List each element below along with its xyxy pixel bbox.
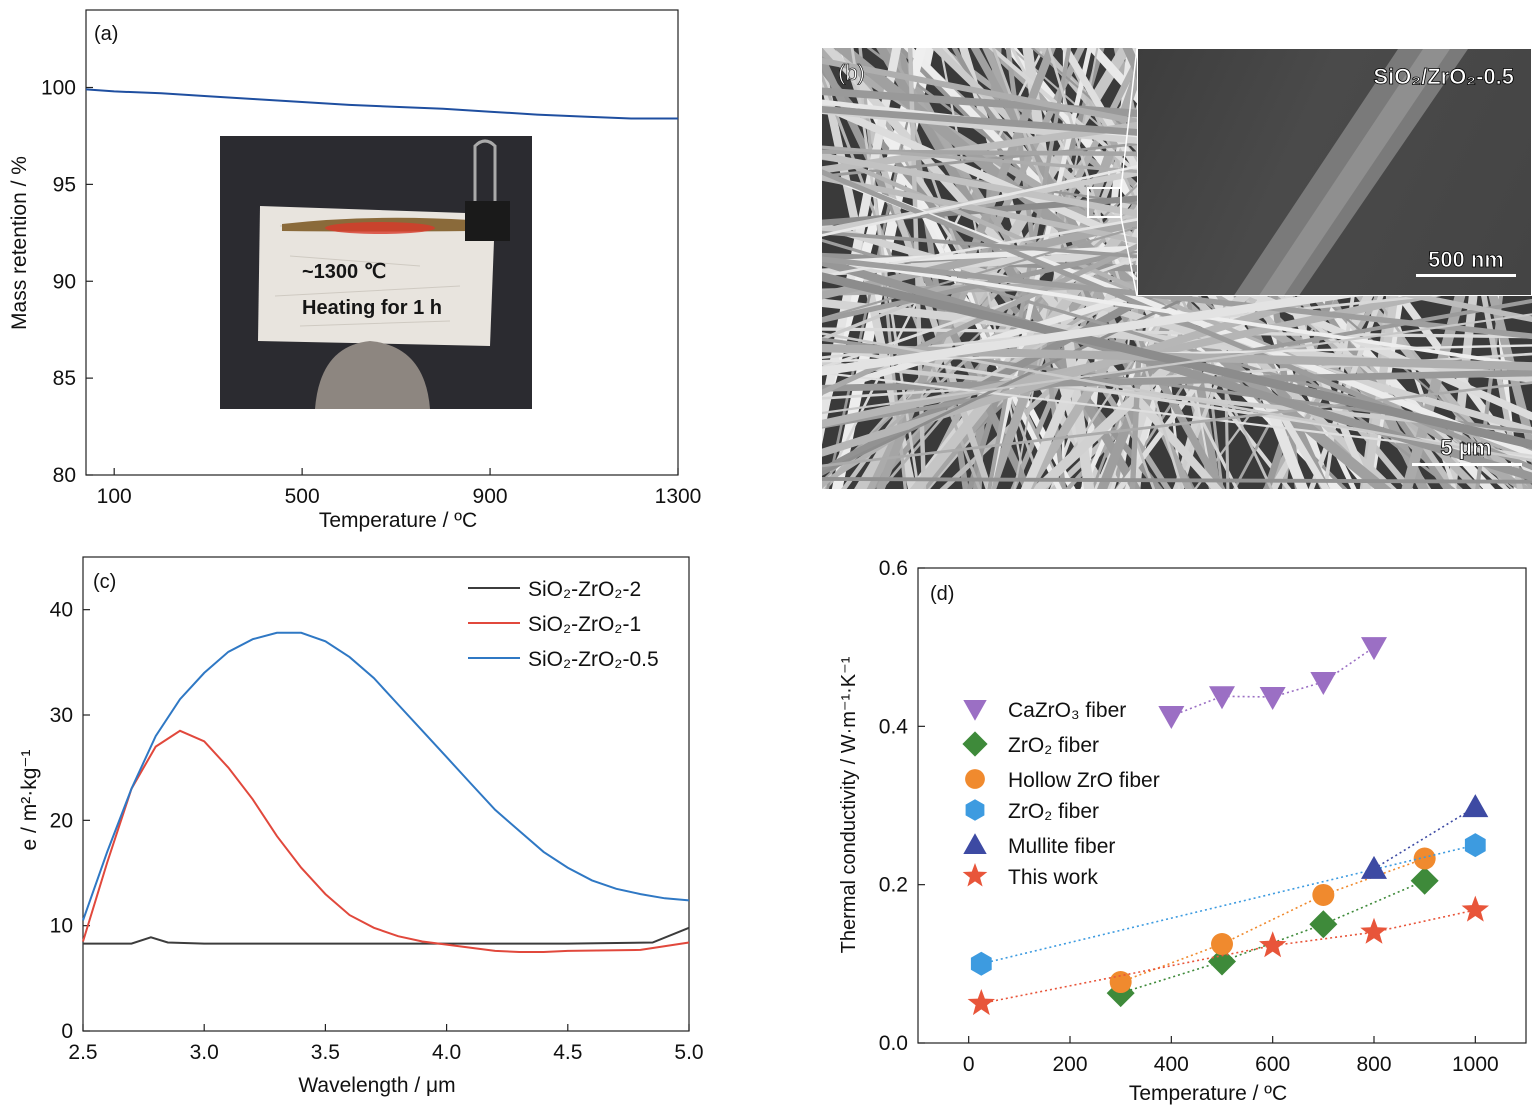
x-tick-label: 1300 <box>655 485 702 508</box>
inset-fiber <box>1234 49 1468 295</box>
heating-photo: ~1300 ℃ Heating for 1 h <box>220 136 532 409</box>
legend-label: This work <box>1008 866 1098 889</box>
conductivity-trend-line <box>1120 879 1426 994</box>
panel-c-ylabel: e / m²·kg⁻¹ <box>18 750 41 851</box>
emissivity-series-line <box>83 926 690 945</box>
panel-d-label: (d) <box>930 583 954 605</box>
data-point <box>1310 672 1337 695</box>
x-tick-label: 100 <box>97 485 132 508</box>
legend-marker <box>965 769 985 789</box>
x-tick-label: 2.5 <box>68 1041 97 1064</box>
legend-label: ZrO₂ fiber <box>1008 734 1099 757</box>
y-tick-label: 85 <box>53 367 76 390</box>
x-tick-label: 600 <box>1255 1053 1290 1076</box>
data-point <box>1259 687 1286 711</box>
legend-label: SiO₂-ZrO₂-0.5 <box>528 648 659 671</box>
x-tick-label: 400 <box>1154 1053 1189 1076</box>
data-point <box>1259 931 1287 958</box>
y-tick-label: 0.6 <box>879 557 908 580</box>
x-tick-label: 800 <box>1356 1053 1391 1076</box>
y-tick-label: 0 <box>61 1020 73 1043</box>
y-tick-label: 80 <box>53 464 76 487</box>
data-point <box>1211 933 1233 956</box>
x-tick-label: 3.5 <box>311 1041 340 1064</box>
data-point <box>1464 833 1486 858</box>
y-tick-label: 0.2 <box>879 874 908 897</box>
conductivity-trend-line <box>981 909 1476 1005</box>
data-point <box>967 989 995 1016</box>
data-point <box>1158 706 1185 730</box>
legend-marker <box>963 833 987 854</box>
data-point <box>1413 847 1436 870</box>
data-point <box>1312 883 1335 906</box>
x-tick-label: 200 <box>1052 1053 1087 1076</box>
legend-label: SiO₂-ZrO₂-2 <box>528 578 641 601</box>
legend-label: Mullite fiber <box>1008 835 1115 858</box>
legend-label: CaZrO₃ fiber <box>1008 699 1126 722</box>
panel-d-frame <box>917 567 1527 1044</box>
data-point <box>1410 866 1439 895</box>
data-point <box>1208 947 1236 976</box>
y-tick-label: 40 <box>50 599 73 622</box>
data-point <box>1462 794 1489 818</box>
panel-a-label: (a) <box>94 23 118 45</box>
panel-a-ylabel: Mass retention / % <box>8 156 31 330</box>
y-tick-label: 95 <box>53 173 76 196</box>
panel-c-label: (c) <box>93 571 116 593</box>
y-tick-label: 20 <box>50 809 73 832</box>
legend-marker <box>962 731 988 757</box>
mass-retention-line <box>85 88 678 120</box>
sem-inset-image <box>1137 48 1532 296</box>
legend-label: SiO₂-ZrO₂-1 <box>528 613 641 636</box>
panel-a-xlabel: Temperature / ºC <box>319 509 477 532</box>
legend-marker <box>965 799 985 821</box>
x-tick-label: 0 <box>963 1053 975 1076</box>
data-point <box>970 951 992 976</box>
data-point <box>1106 979 1135 1008</box>
conductivity-trend-line <box>1120 857 1425 983</box>
legend-marker <box>962 863 988 887</box>
x-tick-label: 900 <box>473 485 508 508</box>
y-tick-label: 100 <box>41 77 76 100</box>
y-tick-label: 30 <box>50 704 73 727</box>
data-point <box>1360 917 1388 944</box>
data-point <box>1461 895 1489 922</box>
panel-d-xlabel: Temperature / ºC <box>1129 1082 1287 1105</box>
data-point <box>1109 971 1132 994</box>
y-tick-label: 0.0 <box>879 1032 908 1055</box>
conductivity-trend-line <box>1171 646 1375 717</box>
data-point <box>1209 686 1235 710</box>
panel-c-xlabel: Wavelength / μm <box>298 1074 455 1097</box>
emissivity-series-line <box>82 631 690 921</box>
y-tick-label: 90 <box>53 270 76 293</box>
legend-label: ZrO₂ fiber <box>1008 800 1099 823</box>
inset-duration-text: Heating for 1 h <box>302 297 442 319</box>
data-point <box>1361 855 1387 879</box>
x-tick-label: 4.5 <box>553 1041 582 1064</box>
panel-c-frame <box>82 556 690 1032</box>
conductivity-trend-line <box>1373 806 1476 870</box>
x-tick-label: 1000 <box>1452 1053 1499 1076</box>
panel-d-ylabel: Thermal conductivity / W·m⁻¹·K⁻¹ <box>838 656 860 953</box>
data-point <box>1361 637 1387 661</box>
x-tick-label: 4.0 <box>432 1041 461 1064</box>
conductivity-trend-line <box>981 844 1476 965</box>
x-tick-label: 3.0 <box>190 1041 219 1064</box>
legend-label: Hollow ZrO fiber <box>1008 769 1160 792</box>
x-tick-label: 5.0 <box>674 1041 703 1064</box>
x-tick-label: 500 <box>285 485 320 508</box>
inset-temp-text: ~1300 ℃ <box>302 261 386 283</box>
data-point <box>1309 910 1338 939</box>
y-tick-label: 10 <box>50 915 73 938</box>
emissivity-series-line <box>82 729 690 953</box>
legend-marker <box>963 700 987 721</box>
y-tick-label: 0.4 <box>879 715 909 738</box>
